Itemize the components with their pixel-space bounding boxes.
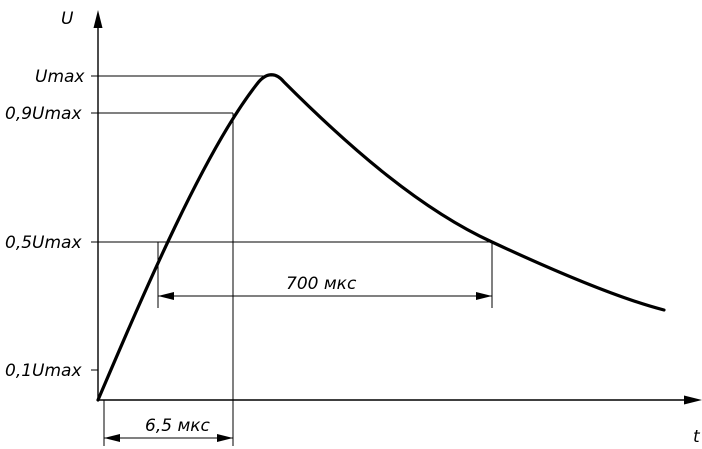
x-axis-arrowhead [684, 395, 702, 405]
label-umax: Umax [35, 67, 85, 87]
y-axis-arrowhead [93, 10, 103, 28]
impulse-curve [96, 73, 666, 402]
y-axis-label: U [61, 9, 74, 29]
dim-label-65: 6,5 мкс [145, 416, 211, 436]
dim-700-arrow-right [476, 292, 492, 300]
label-05umax: 0,5Umax [5, 233, 82, 253]
dim-65-arrow-left [104, 434, 120, 442]
dim-65-arrow-right [217, 434, 233, 442]
dim-label-700: 700 мкс [286, 274, 357, 294]
label-09umax: 0,9Umax [5, 104, 82, 124]
x-axis-label: t [693, 427, 701, 447]
label-01umax: 0,1Umax [5, 361, 82, 381]
dim-700-arrow-left [158, 292, 174, 300]
